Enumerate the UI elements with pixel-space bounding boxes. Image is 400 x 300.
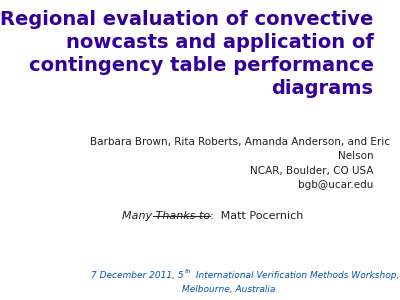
Text: Barbara Brown, Rita Roberts, Amanda Anderson, and Eric: Barbara Brown, Rita Roberts, Amanda Ande… (90, 136, 390, 147)
Text: NCAR, Boulder, CO USA: NCAR, Boulder, CO USA (250, 166, 374, 176)
Text: Regional evaluation of convective
nowcasts and application of
contingency table : Regional evaluation of convective nowcas… (0, 10, 374, 98)
Text: bgb@ucar.edu: bgb@ucar.edu (298, 180, 374, 190)
Text: :  Matt Pocernich: : Matt Pocernich (210, 211, 304, 221)
Text: International Verification Methods Workshop,: International Verification Methods Works… (193, 271, 399, 280)
Text: Many Thanks to: Many Thanks to (122, 211, 210, 221)
Text: Melbourne, Australia: Melbourne, Australia (182, 285, 275, 294)
Text: 7 December 2011, 5: 7 December 2011, 5 (91, 271, 184, 280)
Text: Nelson: Nelson (338, 152, 374, 161)
Text: th: th (184, 269, 191, 274)
